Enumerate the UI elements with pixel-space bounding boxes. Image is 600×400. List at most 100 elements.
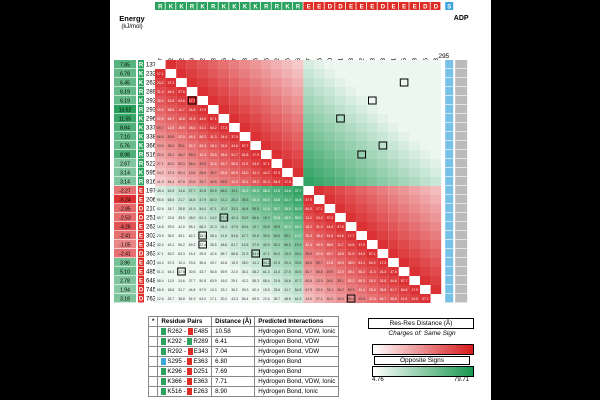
cell-distance: 51.5 [327,234,334,238]
col-badge [335,2,345,10]
energy-cell [114,285,136,294]
matrix-cell [324,240,336,249]
matrix-cell [271,294,283,303]
matrix-cell [271,285,283,294]
row-badge [138,78,144,87]
cell-distance: 47.1 [263,252,270,256]
matrix-cell [165,87,177,96]
cell-distance: 16.0 [221,279,228,283]
matrix-cell [165,276,177,285]
energy-cell [114,249,136,258]
matrix-cell [303,105,314,114]
matrix-cell [367,105,378,114]
matrix-cell [218,114,230,123]
cell-distance: 17.5 [178,270,185,274]
row-badge [138,285,144,294]
cell-distance: 13.9 [316,279,323,283]
matrix-cell [292,150,304,159]
pairs-residues: R262 - E485 [157,326,213,337]
matrix-cell [303,114,314,123]
matrix-cell [165,123,177,132]
matrix-cell [324,78,336,87]
matrix-cell [218,294,230,303]
matrix-cell [218,285,230,294]
matrix-cell [155,186,166,195]
pair-residue: E363 [193,378,208,386]
matrix-cell [377,78,389,87]
row-number: 197 [146,189,157,195]
cell-distance: 64.0 [305,207,312,211]
row-letter: D [139,288,144,294]
matrix-cell [430,285,442,294]
matrix-cell [282,123,293,132]
matrix-cell [208,123,219,132]
s295-cell [445,105,454,114]
row-number: 263 [146,225,157,231]
matrix-cell [176,204,187,213]
cell-distance: 24.8 [189,108,196,112]
matrix-cell [282,294,293,303]
row-letter: D [139,297,144,303]
cell-distance: 21.9 [242,252,249,256]
cell-distance: 32.4 [305,243,312,247]
matrix-cell [261,114,272,123]
matrix-cell [176,222,187,231]
matrix-cell [356,285,367,294]
matrix-cell [420,177,431,186]
matrix-cell [356,231,367,240]
matrix-cell [229,186,240,195]
col-letter: K [169,5,174,11]
row-letter: K [139,117,144,123]
matrix-cell [388,150,399,159]
matrix-cell [186,204,198,213]
matrix-cell [303,213,314,222]
cell-distance: 48.4 [157,189,164,193]
energy-value: 13.52 [119,107,132,113]
adp-cell [455,213,468,222]
matrix-cell [239,132,251,141]
matrix-cell [303,204,314,213]
col-letter: E [307,5,311,11]
matrix-cell [314,159,325,168]
pair-residue: K292 [167,338,182,346]
pairs-header: Distance (Å) [211,316,256,327]
matrix-cell [229,60,240,69]
row-letter: R [139,90,144,96]
cell-distance: 11.3 [210,135,216,139]
cell-distance: 39.5 [305,252,312,256]
adp-cell [455,267,468,276]
matrix-cell [430,294,442,303]
cell-distance: 22.0 [231,270,238,274]
matrix-cell [250,114,261,123]
matrix-cell [367,258,378,267]
matrix-cell [420,222,431,231]
cell-distance: 24.6 [284,189,291,193]
matrix-cell [367,186,378,195]
matrix-cell [197,276,208,285]
adp-cell [455,60,468,69]
matrix-cell [155,204,166,213]
matrix-cell [409,114,420,123]
cell-distance: 66.8 [157,135,164,139]
energy-value: -2.41 [119,251,131,257]
matrix-cell [261,132,272,141]
matrix-cell [409,195,420,204]
matrix-cell [197,150,208,159]
cell-distance: 25.5 [369,288,376,292]
matrix-cell [218,87,230,96]
highlight-box [336,114,345,123]
energy-value: 6.19 [120,89,130,95]
matrix-cell [430,150,442,159]
legend-min: 4.76 [372,377,384,383]
cell-distance: 67.7 [242,234,249,238]
matrix-cell [186,186,198,195]
matrix-cell [356,267,367,276]
matrix-cell [314,132,325,141]
cell-distance: 33.1 [168,153,175,157]
matrix-cell [420,150,431,159]
pair-residue: K296 [167,368,182,376]
col-letter: K [232,5,237,11]
col-letter: K [222,5,227,11]
matrix-cell [303,159,314,168]
matrix-cell [430,105,442,114]
